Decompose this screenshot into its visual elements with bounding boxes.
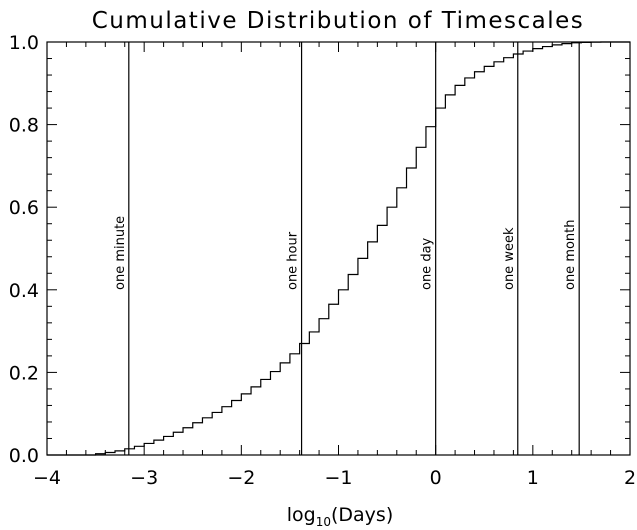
x-tick-label: −1 — [324, 467, 352, 489]
y-tick-label: 0.4 — [9, 280, 39, 302]
y-tick-label: 0.8 — [9, 115, 39, 137]
x-axis-label-subscript: 10 — [316, 515, 331, 529]
reference-line-label: one hour — [286, 231, 301, 290]
y-tick-label: 0.0 — [9, 445, 39, 467]
reference-line-label: one week — [502, 227, 517, 290]
x-axis-label-suffix: (Days) — [331, 504, 393, 526]
y-tick-label: 1.0 — [9, 32, 39, 54]
series-group — [47, 41, 630, 456]
x-tick-label: −3 — [130, 467, 158, 489]
plot-border — [46, 41, 631, 456]
x-tick-label: −4 — [33, 467, 61, 489]
reference-line-label: one month — [563, 219, 578, 290]
y-axis: 0.0 0.2 0.4 0.6 0.8 1.0 — [9, 32, 630, 467]
plot-frame — [46, 41, 631, 456]
cdf-step-line — [47, 41, 630, 456]
reference-line-label: one minute — [113, 216, 128, 290]
x-tick-label: 2 — [624, 467, 636, 489]
x-axis: −4 −3 −2 −1 0 1 2 — [33, 42, 636, 489]
x-tick-label: 1 — [527, 467, 539, 489]
y-tick-label: 0.6 — [9, 197, 39, 219]
x-tick-label: 0 — [430, 467, 442, 489]
chart-title: Cumulative Distribution of Timescales — [92, 8, 585, 34]
y-tick-label: 0.2 — [9, 362, 39, 384]
x-axis-label-prefix: log — [287, 504, 316, 526]
x-tick-label: −2 — [227, 467, 255, 489]
reference-line-label: one day — [420, 237, 435, 290]
reference-lines: one minute one hour one day one week one mon… — [113, 42, 580, 455]
x-axis-label: log10(Days) — [287, 504, 394, 529]
